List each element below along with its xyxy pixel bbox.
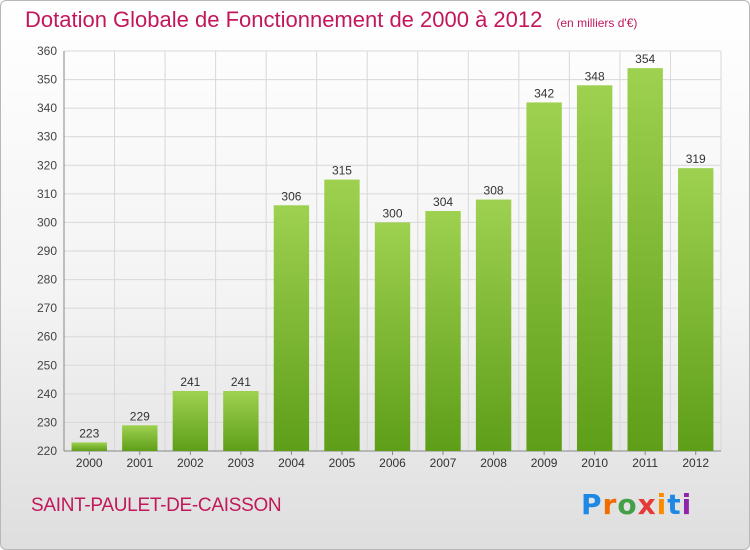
bar: [122, 425, 158, 451]
y-tick-label: 250: [37, 358, 57, 372]
bar: [475, 199, 512, 451]
bar: [71, 442, 107, 451]
proxiti-logo: Proxiti: [581, 488, 692, 521]
y-tick-label: 220: [37, 444, 57, 458]
y-tick-label: 280: [37, 273, 57, 287]
y-tick-label: 290: [37, 244, 57, 258]
y-tick-label: 240: [37, 387, 57, 401]
y-tick-label: 350: [37, 73, 57, 87]
logo-letter: i: [656, 488, 668, 521]
x-tick-label: 2007: [430, 456, 457, 470]
bar: [374, 222, 411, 451]
x-tick-label: 2009: [531, 456, 558, 470]
x-tick-label: 2011: [632, 456, 658, 470]
logo-letter: o: [617, 488, 638, 521]
chart-title: Dotation Globale de Fonctionnement de 20…: [25, 7, 637, 33]
data-label: 308: [484, 184, 504, 198]
data-label: 241: [231, 375, 251, 389]
y-tick-label: 340: [37, 101, 57, 115]
x-tick-label: 2000: [76, 456, 103, 470]
x-tick-label: 2006: [379, 456, 406, 470]
x-tick-label: 2005: [329, 456, 356, 470]
data-label: 229: [130, 409, 150, 423]
logo-letter: r: [602, 488, 618, 521]
y-tick-label: 270: [37, 301, 57, 315]
data-label: 306: [281, 189, 301, 203]
bar: [526, 102, 562, 451]
bar: [627, 68, 663, 452]
labels: 223 229 241 241 306 315 300 304 308 342 348 354 319: [79, 52, 706, 440]
bar: [425, 211, 461, 451]
logo-letter: x: [637, 488, 657, 521]
data-label: 319: [686, 152, 706, 166]
logo-letter: i: [681, 488, 693, 521]
data-label: 223: [79, 426, 99, 440]
y-tick-label: 260: [37, 330, 57, 344]
bar: [172, 391, 209, 451]
y-tick-label: 330: [37, 130, 57, 144]
logo-letter: t: [667, 488, 682, 521]
x-tick-label: 2003: [228, 456, 255, 470]
y-tick-label: 230: [37, 415, 57, 429]
x-tick-label: 2001: [126, 456, 153, 470]
chart-subtitle: (en milliers d'€): [556, 16, 638, 30]
x-tick-label: 2012: [682, 456, 709, 470]
logo-letter: P: [581, 488, 603, 521]
y-tick-label: 360: [37, 44, 57, 58]
x-tick-label: 2004: [278, 456, 305, 470]
x-tick-label: 2008: [480, 456, 507, 470]
chart-title-text: Dotation Globale de Fonctionnement de 20…: [25, 7, 543, 32]
data-label: 315: [332, 164, 352, 178]
bar: [576, 85, 613, 452]
data-label: 342: [534, 86, 554, 100]
y-tick-label: 320: [37, 158, 57, 172]
commune-name: SAINT-PAULET-DE-CAISSON: [31, 495, 282, 516]
data-label: 354: [635, 52, 655, 66]
bar: [223, 391, 259, 451]
data-label: 348: [585, 69, 605, 83]
data-label: 300: [382, 206, 402, 220]
bar: [678, 168, 714, 451]
x-tick-label: 2002: [177, 456, 204, 470]
bars: [71, 68, 714, 452]
data-label: 304: [433, 195, 453, 209]
bar: [273, 205, 310, 451]
y-tick-label: 310: [37, 187, 57, 201]
y-tick-label: 300: [37, 215, 57, 229]
bar: [324, 179, 360, 452]
x-tick-label: 2010: [581, 456, 608, 470]
data-label: 241: [180, 375, 200, 389]
